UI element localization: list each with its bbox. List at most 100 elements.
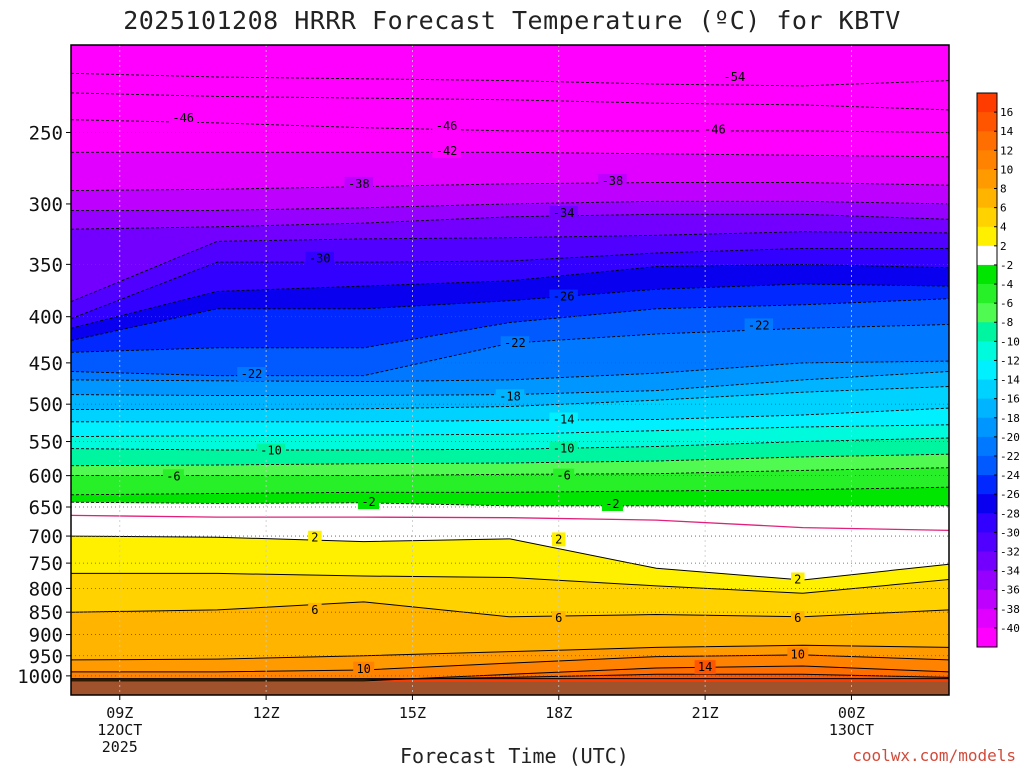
colorbar-tick-label: -28 [1000,507,1020,520]
isotherm-label: -10 [260,444,282,458]
isotherm-label-bg-21 [308,530,322,545]
isotherm-label: -46 [704,122,726,136]
colorbar-tick-label: 12 [1000,144,1013,157]
temperature-fill [71,45,949,695]
y-tick-label: 500 [29,394,63,416]
isotherm-12 [71,665,949,682]
isotherm-label: 2 [311,531,318,545]
colorbar-swatch [977,455,997,476]
isotherm--36 [71,200,949,211]
isotherm-label: -42 [436,144,458,158]
isotherm-label: -46 [172,111,194,125]
colorbar-swatch [977,608,997,629]
x-tick-label: 21Z [692,704,719,722]
colorbar-tick-label: -36 [1000,584,1020,597]
y-tick-label: 750 [29,553,63,575]
isotherm-label-bg-27 [353,661,375,676]
isotherm--6 [71,467,949,477]
y-tick-label: 850 [29,602,63,624]
colorbar-tick-label: -20 [1000,431,1020,444]
colorbar-tick-label: -16 [1000,393,1020,406]
y-tick-label: 950 [29,646,63,668]
y-tick-label: 550 [29,432,63,454]
isotherm--8 [71,453,949,467]
isotherm-label: -2 [361,495,375,509]
colorbar-tick-label: -40 [1000,622,1020,635]
isotherm-label: 2 [555,532,562,546]
isotherm-label-bg-5 [344,176,374,191]
isotherm-label: -34 [553,206,575,220]
source-credit[interactable]: coolwx.com/models [852,746,1016,765]
y-tick-label: 400 [29,307,63,329]
colorbar-swatch [977,245,997,266]
colorbar-tick-label: 6 [1000,202,1007,215]
isotherm--28 [71,263,949,329]
colorbar-swatch [977,322,997,342]
isotherm--14 [71,407,949,423]
isotherm-label: 14 [698,660,712,674]
isotherm--20 [71,360,949,383]
y-tick-label: 450 [29,353,63,375]
x-tick-label: 12Z [253,704,280,722]
colorbar-tick-label: 8 [1000,183,1007,196]
isotherm-label-bg-28 [787,647,809,662]
isotherm--46 [71,119,949,133]
isotherm-label-bg-25 [552,611,566,626]
isotherm-label: -18 [499,389,521,403]
colorbar-tick-label: -22 [1000,450,1020,463]
colorbar-tick-label: 2 [1000,240,1007,253]
isotherm-label-bg-23 [791,572,805,587]
colorbar-swatch [977,207,997,228]
colorbar-swatch [977,475,997,495]
isotherm--54 [71,72,949,87]
isotherm-label: -6 [556,469,570,483]
isotherm-label: 6 [555,611,562,625]
y-tick-label: 800 [29,578,63,600]
isotherm-label-bg-29 [694,660,716,675]
isotherm-label: 10 [356,662,370,676]
isotherm-label-bg-11 [500,336,530,351]
colorbar-tick-label: 16 [1000,106,1013,119]
isotherm-label: -26 [553,290,575,304]
isotherm-label-bg-22 [552,532,566,547]
isotherm-label: -14 [553,413,575,427]
colorbar-swatch [977,93,997,113]
y-tick-label: 900 [29,625,63,647]
colorbar-swatch [977,379,997,400]
pressure-axis: 2503003504004505005506006507007508008509… [17,122,71,688]
colorbar-swatch [977,131,997,151]
colorbar-swatch [977,226,997,247]
colorbar-tick-label: -34 [1000,565,1020,578]
isotherm-label-bg-0 [720,69,749,84]
colorbar-tick-label: -38 [1000,603,1020,616]
chart-title: 2025101208 HRRR Forecast Temperature (ºC… [123,6,901,35]
y-tick-label: 1000 [17,666,63,688]
isotherm-label-bg-18 [553,468,575,483]
colorbar-swatch [977,112,997,132]
y-tick-label: 250 [29,122,63,144]
y-tick-label: 650 [29,497,63,519]
x-tick-label: 00Z [838,704,865,722]
isotherm-label: -22 [748,318,770,332]
y-tick-label: 300 [29,194,63,216]
isotherm-label: 2 [794,572,801,586]
colorbar-swatch [977,188,997,209]
colorbar-swatch [977,360,997,381]
ground-band [71,681,949,695]
x-tick-label: 13OCT [829,721,874,739]
isotherm-label-bg-12 [744,318,774,333]
colorbar-tick-label: -12 [1000,354,1020,367]
colorbar-tick-label: -18 [1000,412,1020,425]
colorbar-tick-label: -6 [1000,297,1013,310]
colorbar-swatch [977,513,997,533]
isotherm--26 [71,283,949,341]
colorbar-tick-label: -10 [1000,335,1020,348]
colorbar-swatch [977,398,997,419]
isotherm-label-bg-7 [549,205,578,220]
colorbar-tick-label: 10 [1000,163,1013,176]
colorbar-tick-label: 4 [1000,221,1007,234]
isotherm-0 [71,514,949,532]
plot-frame [70,44,950,696]
isotherm-label-bg-9 [549,289,578,304]
